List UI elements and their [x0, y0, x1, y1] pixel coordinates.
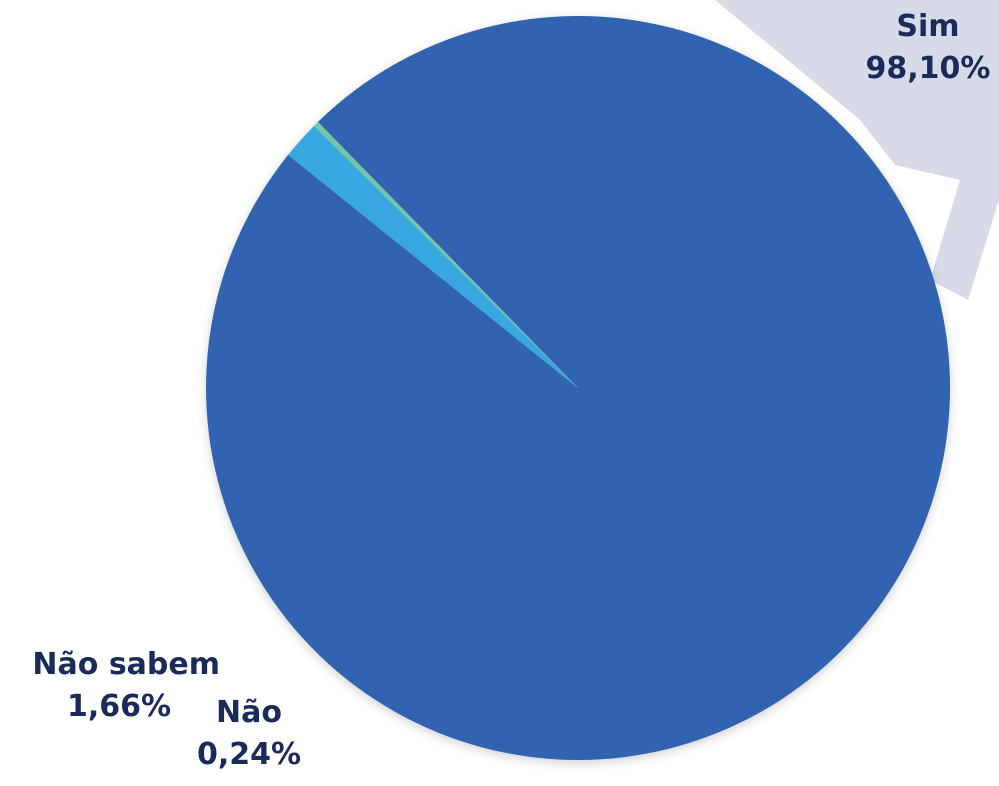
slice-label-sim-value: 98,10% [865, 51, 991, 86]
slice-label-nao: Não 0,24% [186, 692, 312, 776]
slice-label-sim-name: Sim [896, 9, 960, 44]
pie-slice-nao [313, 122, 578, 388]
pie-slices [206, 15, 951, 760]
backdrop-shape [715, 0, 999, 300]
slice-label-nao-sabem-name: Não sabem [32, 647, 220, 682]
slice-label-sim: Sim 98,10% [860, 6, 996, 90]
slice-label-nao-sabem-value: 1,66% [66, 689, 172, 724]
slice-label-nao-name: Não [216, 695, 282, 730]
slice-label-nao-value: 0,24% [196, 737, 302, 772]
pie-slice-sim [206, 15, 951, 760]
pie-slice-nao-sabem [288, 125, 578, 389]
slice-label-nao-sabem: Não sabem 1,66% [18, 644, 220, 728]
